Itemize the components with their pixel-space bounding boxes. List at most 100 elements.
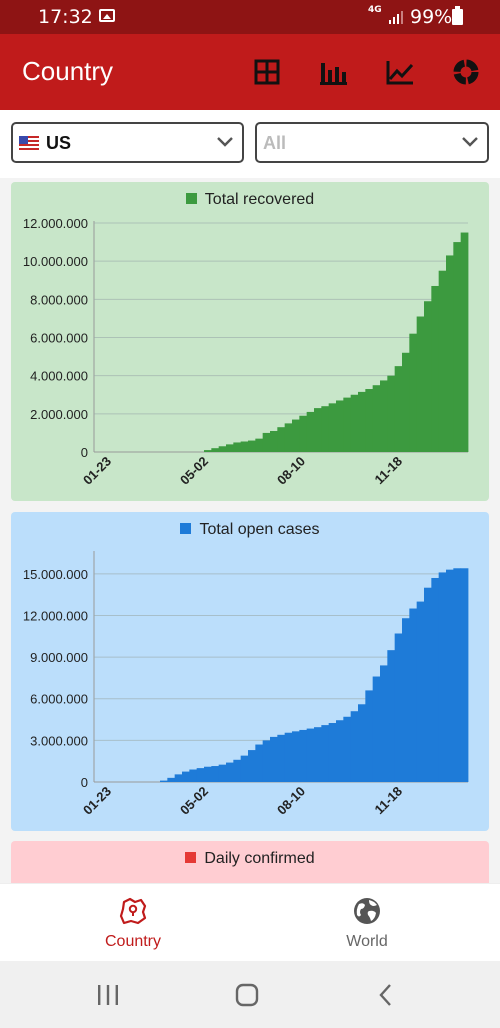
bar: [446, 255, 454, 452]
bar: [431, 577, 440, 782]
bar: [204, 766, 212, 782]
bar: [167, 777, 176, 782]
bar: [438, 572, 447, 782]
back-icon[interactable]: [372, 981, 400, 1009]
bar: [328, 403, 337, 452]
home-icon[interactable]: [233, 981, 261, 1009]
bar: [196, 768, 205, 782]
bar-chart-icon[interactable]: [319, 58, 347, 86]
bar: [394, 366, 403, 453]
legend-label: Total open cases: [199, 521, 320, 538]
signal-icon: [389, 11, 403, 24]
y-tick-label: 4.000.000: [30, 369, 88, 384]
region-select[interactable]: All: [255, 122, 489, 163]
recovered-chart: 0 2.000.000 4.000.000 6.000.000 8.000.000 10.…: [23, 216, 469, 488]
chart-legend: Total recovered: [11, 191, 489, 209]
bar: [226, 762, 234, 782]
y-tick-label: 12.000.000: [23, 216, 88, 231]
bar: [226, 444, 234, 452]
bar: [218, 446, 227, 452]
filter-bar: US All: [0, 110, 500, 178]
legend-label: Daily confirmed: [204, 850, 315, 867]
bar: [431, 285, 440, 452]
y-tick-label: 8.000.000: [30, 292, 88, 307]
bar: [248, 440, 256, 452]
bar: [394, 633, 403, 782]
recent-apps-icon[interactable]: [94, 981, 122, 1009]
legend-swatch: [180, 523, 192, 534]
bar: [365, 389, 374, 452]
bar: [233, 759, 242, 782]
bar: [358, 704, 366, 782]
bar: [372, 676, 381, 782]
bar: [460, 232, 469, 452]
bar: [446, 569, 454, 782]
bar: [321, 406, 330, 452]
bar: [416, 601, 425, 782]
x-tick-label: 11-18: [372, 784, 406, 818]
chevron-down-icon: [462, 137, 478, 147]
us-flag-icon: [19, 136, 39, 150]
bar: [372, 385, 381, 452]
bottom-navigation: Country World: [0, 883, 500, 961]
bar: [240, 755, 249, 782]
image-notification-icon: [99, 9, 115, 22]
nav-label: Country: [104, 933, 162, 950]
bar: [409, 333, 418, 452]
system-navigation-bar: [0, 961, 500, 1028]
chart-legend: Daily confirmed: [11, 850, 489, 868]
battery-level: 99%: [410, 6, 453, 28]
bar: [270, 431, 278, 452]
y-tick-label: 12.000.000: [23, 608, 88, 623]
line-chart-icon[interactable]: [386, 58, 414, 86]
bar: [321, 725, 330, 782]
y-tick-label: 3.000.000: [30, 733, 88, 748]
bar: [365, 690, 374, 782]
country-select[interactable]: US: [11, 122, 244, 163]
y-tick-label: 6.000.000: [30, 692, 88, 707]
bar: [211, 766, 220, 782]
x-tick-label: 08-10: [274, 784, 308, 818]
bar: [343, 397, 352, 452]
table-icon[interactable]: [253, 58, 281, 86]
bar: [358, 391, 366, 452]
bar: [292, 419, 300, 452]
bar: [211, 448, 220, 452]
status-time: 17:32: [38, 6, 93, 28]
recovered-chart-card: 0 2.000.000 4.000.000 6.000.000 8.000.000 10.…: [11, 182, 489, 501]
donut-chart-icon[interactable]: [452, 58, 480, 86]
open-cases-chart: 0 3.000.000 6.000.000 9.000.000 12.000.000 15…: [23, 551, 469, 818]
y-tick-label: 10.000.000: [23, 254, 88, 269]
bar: [424, 301, 432, 452]
bar: [387, 375, 396, 452]
bar: [402, 352, 410, 452]
bar: [402, 618, 410, 782]
bar: [453, 242, 462, 452]
bar: [460, 568, 469, 782]
y-tick-label: 6.000.000: [30, 331, 88, 346]
nav-item-world[interactable]: World: [242, 884, 492, 962]
bar: [350, 394, 359, 452]
y-tick-label: 9.000.000: [30, 650, 88, 665]
bar: [438, 270, 447, 452]
region-value: All: [263, 133, 287, 153]
bar: [218, 764, 227, 782]
nav-label: World: [346, 933, 388, 950]
bar: [240, 441, 249, 452]
bar: [336, 720, 344, 782]
y-tick-label: 0: [81, 775, 88, 790]
bar: [255, 438, 264, 452]
bar: [262, 432, 271, 452]
bar: [284, 423, 293, 453]
bar: [409, 608, 418, 782]
nav-item-country[interactable]: Country: [8, 884, 258, 962]
battery-icon: [452, 6, 463, 25]
bar: [306, 411, 315, 452]
bar: [336, 400, 344, 452]
bar: [189, 769, 198, 782]
bar: [277, 734, 286, 782]
app-bar: Country: [0, 34, 500, 110]
legend-swatch: [185, 193, 197, 204]
bar: [314, 408, 322, 452]
y-tick-label: 2.000.000: [30, 407, 88, 422]
